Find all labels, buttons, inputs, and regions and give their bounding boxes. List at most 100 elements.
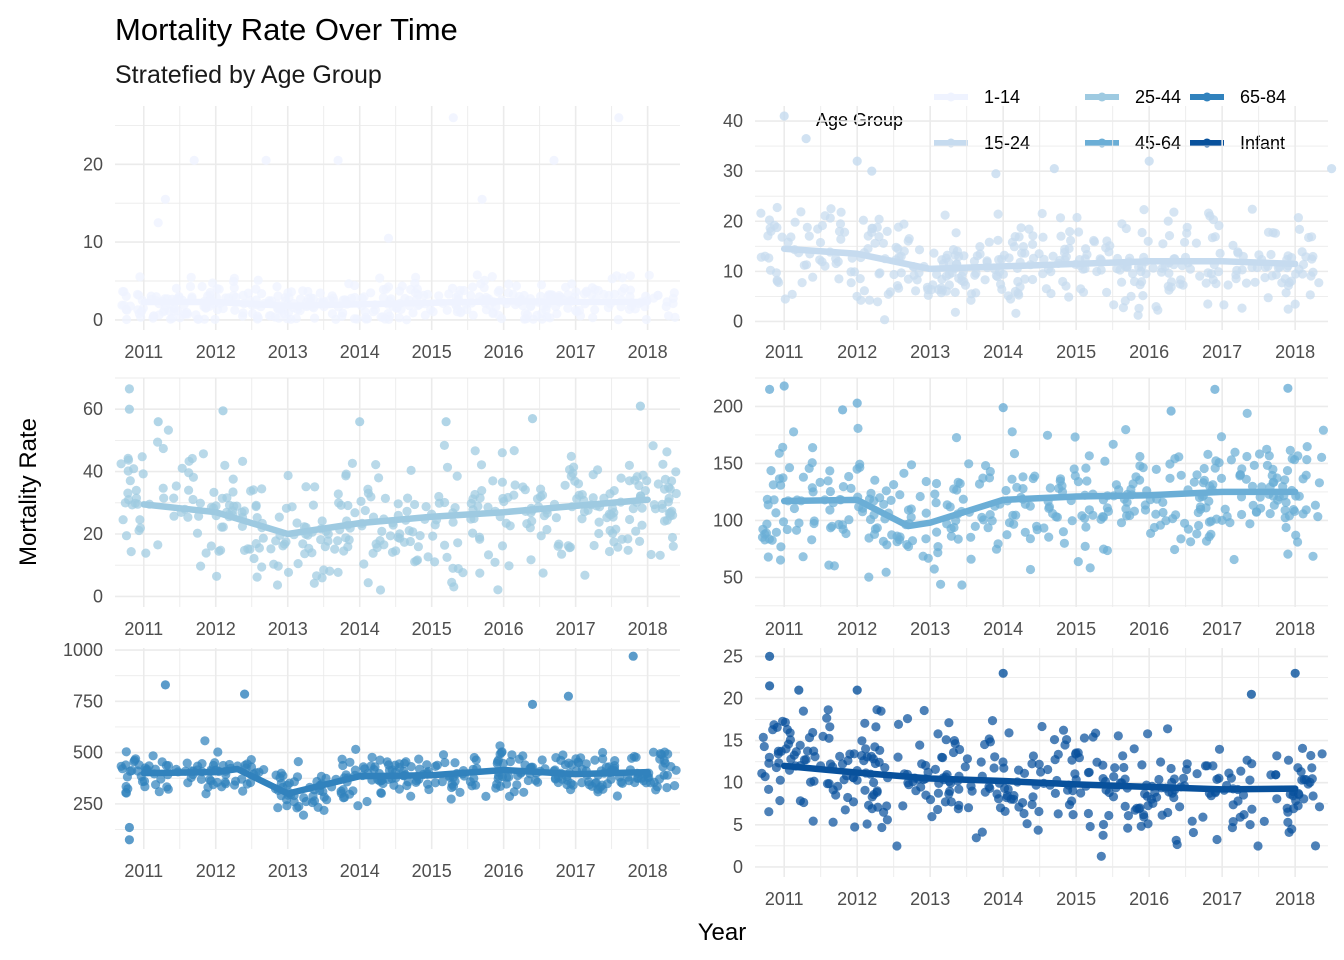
- data-point: [333, 567, 343, 578]
- data-point: [1064, 292, 1074, 302]
- data-point: [785, 735, 796, 745]
- data-point: [455, 787, 465, 798]
- data-point: [778, 442, 788, 452]
- data-point: [570, 305, 581, 315]
- legend-entry-1-14: 1-14: [934, 87, 1020, 107]
- data-point: [996, 279, 1006, 289]
- data-point: [448, 563, 458, 573]
- data-point: [372, 543, 382, 553]
- data-point: [258, 533, 268, 543]
- data-point: [483, 502, 493, 512]
- y-tick-label: 0: [93, 310, 103, 330]
- data-point: [659, 770, 669, 780]
- data-point: [428, 307, 438, 317]
- data-point: [399, 537, 409, 547]
- data-point: [171, 481, 181, 491]
- legend-entry-65-84: 65-84: [1190, 87, 1286, 107]
- trend-line-Infant: [780, 762, 1299, 793]
- data-point: [375, 755, 385, 765]
- data-point: [906, 512, 916, 522]
- data-point: [1201, 503, 1211, 513]
- data-point: [828, 785, 838, 795]
- legend-entry-25-44: 25-44: [1085, 87, 1181, 107]
- data-point: [220, 460, 230, 470]
- data-point: [136, 312, 146, 322]
- data-point: [855, 459, 865, 469]
- data-point: [882, 801, 892, 811]
- x-tick-label: 2013: [910, 889, 950, 909]
- data-point: [840, 805, 850, 815]
- data-point: [188, 472, 198, 482]
- data-point: [1122, 497, 1132, 507]
- data-point: [879, 499, 889, 509]
- x-tick-label: 2016: [484, 342, 524, 362]
- data-point: [1302, 442, 1312, 452]
- data-point: [301, 482, 311, 492]
- data-point: [213, 747, 223, 757]
- data-point: [300, 549, 310, 559]
- data-point: [1202, 761, 1212, 771]
- data-point: [796, 207, 806, 217]
- data-point: [1172, 839, 1182, 850]
- data-point: [444, 289, 454, 299]
- data-point: [512, 780, 522, 790]
- data-point: [184, 485, 194, 495]
- data-point: [991, 271, 1002, 281]
- data-point: [380, 493, 390, 503]
- data-point: [892, 841, 902, 851]
- data-point: [858, 215, 869, 225]
- data-point: [1080, 541, 1090, 552]
- data-point: [197, 281, 207, 292]
- data-point: [648, 747, 659, 757]
- data-point: [131, 485, 141, 495]
- panel-25-44: 0 20 40 60 2011 2012 2013 2014 2015 2016 2017 2018: [83, 377, 681, 639]
- data-point: [447, 577, 457, 588]
- data-point: [434, 498, 444, 508]
- data-point: [804, 231, 814, 241]
- data-point: [200, 736, 210, 746]
- data-point: [122, 772, 132, 782]
- data-point: [1131, 472, 1141, 482]
- data-point: [123, 455, 134, 465]
- data-point: [590, 305, 600, 315]
- data-point: [846, 278, 856, 288]
- data-point: [1188, 827, 1198, 838]
- data-point: [422, 760, 432, 770]
- data-point: [469, 752, 479, 763]
- data-point: [1073, 557, 1083, 567]
- data-point: [987, 516, 997, 526]
- data-point: [410, 557, 420, 567]
- data-point: [894, 283, 904, 293]
- data-point: [1151, 509, 1161, 519]
- data-point: [210, 758, 220, 768]
- data-point: [1307, 232, 1317, 242]
- data-point: [637, 520, 647, 530]
- data-point: [1001, 485, 1011, 496]
- data-point: [177, 463, 187, 473]
- data-point: [825, 505, 835, 515]
- data-point: [953, 534, 963, 544]
- data-point: [283, 567, 294, 578]
- data-point: [173, 306, 183, 316]
- x-tick-label: 2011: [765, 889, 804, 909]
- data-point: [428, 531, 438, 541]
- data-point: [630, 475, 640, 485]
- legend-label: 25-44: [1135, 87, 1181, 107]
- data-point: [158, 483, 168, 493]
- data-point: [1138, 463, 1148, 473]
- data-point: [1051, 511, 1061, 522]
- data-point: [283, 470, 293, 481]
- data-point: [860, 718, 870, 728]
- data-point: [822, 713, 832, 723]
- trend-line-65-84: [140, 765, 651, 797]
- data-point: [362, 796, 372, 807]
- data-point: [880, 315, 890, 325]
- x-tick-label: 2018: [628, 342, 668, 362]
- data-point: [906, 460, 917, 470]
- data-point: [1142, 791, 1152, 802]
- data-point: [424, 784, 434, 795]
- data-point: [808, 816, 818, 826]
- data-point: [899, 468, 909, 478]
- data-point: [975, 249, 985, 259]
- data-point: [1247, 804, 1257, 814]
